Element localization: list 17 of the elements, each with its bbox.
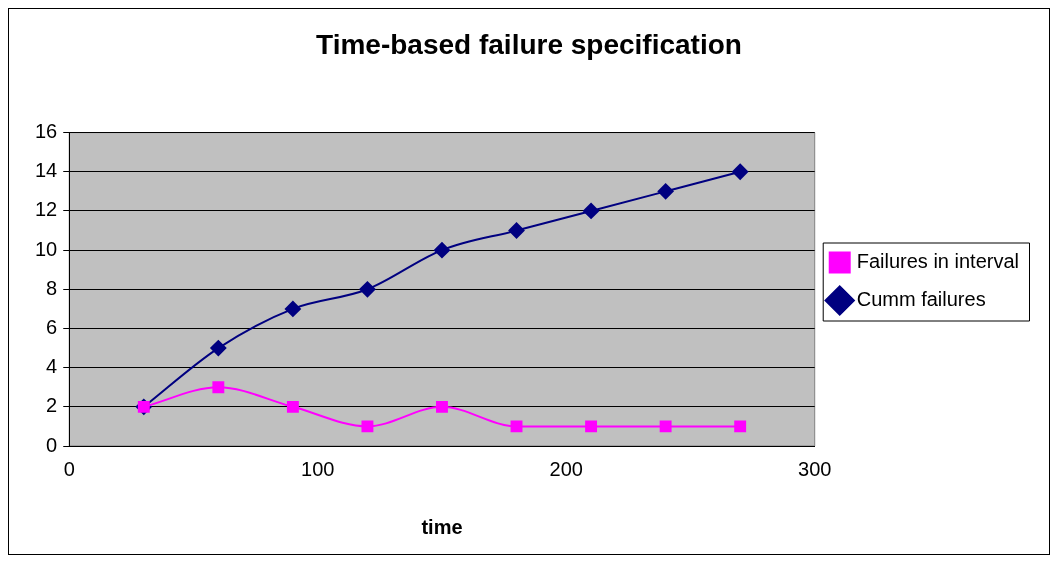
y-tick-label: 8 [46,276,58,299]
x-tick-label: 100 [301,457,335,480]
legend-label: Failures in interval [856,250,1020,273]
y-tick-label: 10 [35,237,58,260]
x-tick-label: 300 [798,457,832,480]
y-tick-label: 6 [46,315,58,338]
x-tick-label: 200 [549,457,583,480]
x-axis-title: time [421,515,463,538]
y-tick-label: 12 [35,198,58,221]
y-tick-label: 0 [46,433,58,456]
y-tick-label: 4 [46,355,58,378]
y-tick-label: 16 [35,120,58,143]
y-tick-label: 2 [46,394,58,417]
x-tick-label: 0 [63,457,75,480]
chart-title: Time-based failure specification [316,28,742,60]
legend-label: Cumm failures [856,288,986,311]
y-tick-label: 14 [35,159,58,182]
